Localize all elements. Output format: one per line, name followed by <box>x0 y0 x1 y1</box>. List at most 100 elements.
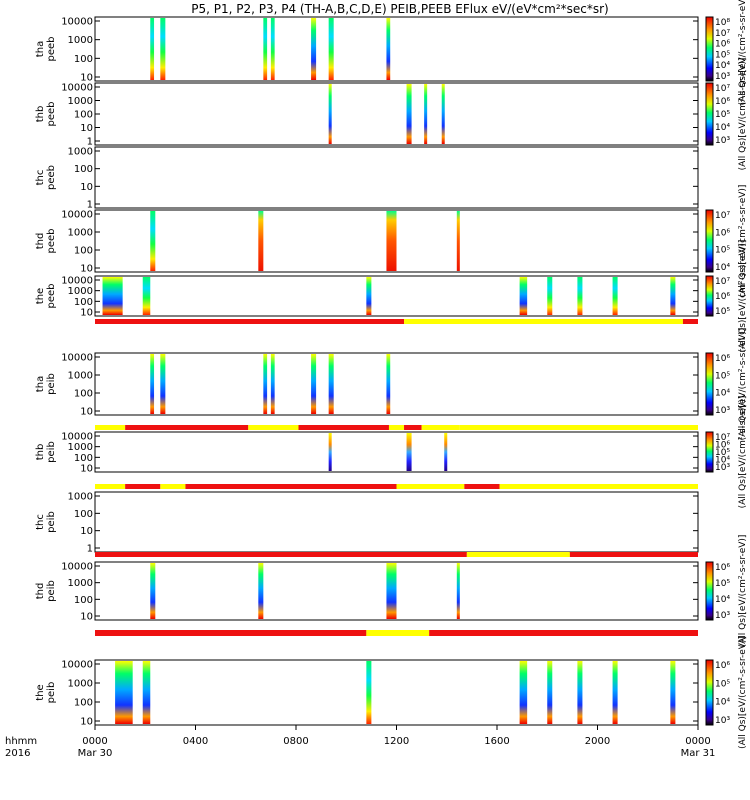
y-axis-label: thb <box>35 106 46 123</box>
colorbar-tick-label: 10⁵ <box>715 110 730 120</box>
flag-segment <box>466 552 570 557</box>
flag-segment <box>404 319 683 324</box>
data-burst <box>311 18 317 80</box>
y-tick-label: 10 <box>80 182 93 193</box>
flag-segment <box>125 425 249 430</box>
y-tick-label: 1000 <box>68 679 93 690</box>
flag-segment <box>396 484 465 489</box>
flag-segment <box>421 425 460 430</box>
colorbar-label: (All Qs)[eV/(cm²-s-sr-eV)] <box>738 535 748 648</box>
data-burst <box>424 84 428 144</box>
y-tick-label: 10000 <box>61 432 93 443</box>
panel-frame <box>94 352 699 416</box>
y-tick-label: 1000 <box>68 442 93 453</box>
colorbar-tick-label: 10⁴ <box>715 698 730 708</box>
colorbar: 10⁶ 10⁵ 10⁴ 10³ (All Qs)[eV/(cm²-s-sr-eV)] <box>705 636 748 749</box>
colorbar-label: (All Qs)[eV/(cm²-s-sr-eV)] <box>738 328 748 441</box>
data-burst <box>328 433 332 471</box>
y-axis-label: thb <box>35 444 46 461</box>
colorbar-label: (All Qs)[eV/(cm²-s-sr-eV)] <box>738 185 748 298</box>
data-burst <box>456 211 460 271</box>
panel-thc-peib: 1000 100 10 1 thc peib <box>35 491 699 555</box>
flag-segment <box>464 484 500 489</box>
y-tick-label: 1 <box>87 200 93 211</box>
y-tick-label: 100 <box>74 509 93 520</box>
flag-bar <box>95 630 698 636</box>
y-axis-label: peib <box>46 373 57 395</box>
y-tick-label: 100 <box>74 389 93 400</box>
x-tick-label: 0000 <box>685 736 710 747</box>
y-axis-label: peib <box>46 441 57 463</box>
colorbar-label: (All Qs)[eV/(cm²-s-sr-eV)] <box>738 240 748 353</box>
y-axis-label: peeb <box>46 102 57 127</box>
panel-frame <box>94 209 699 273</box>
colorbar-label: (All Qs)[eV/(cm²-s-sr-eV)] <box>738 0 748 105</box>
colorbar-tick-label: 10⁶ <box>715 563 730 573</box>
data-burst <box>547 661 553 724</box>
colorbar-tick-label: 10⁴ <box>715 456 730 466</box>
colorbar-tick-label: 10⁷ <box>715 29 730 39</box>
colorbar-scale <box>705 561 714 621</box>
x-tick-date-label: Mar 30 <box>78 748 113 759</box>
data-burst <box>258 211 264 271</box>
y-tick-label: 10 <box>80 73 93 84</box>
flag-segment <box>95 319 405 324</box>
panel-thc-peeb: 1000 100 10 1 thc peeb <box>35 146 699 211</box>
y-tick-label: 10000 <box>61 276 93 287</box>
flag-segment <box>429 630 698 636</box>
data-burst <box>386 354 391 414</box>
y-axis-label: peib <box>46 580 57 602</box>
colorbar-tick-label: 10⁶ <box>715 441 730 451</box>
flag-segment <box>388 425 405 430</box>
data-burst <box>612 277 618 315</box>
x-tick-date-label: Mar 31 <box>681 748 716 759</box>
y-tick-label: 10000 <box>61 17 93 28</box>
y-tick-label: 10000 <box>61 562 93 573</box>
flag-bar <box>95 425 698 430</box>
data-burst <box>270 354 275 414</box>
y-axis-label: peeb <box>46 165 57 190</box>
x-tick-label: 1200 <box>384 736 409 747</box>
colorbar-tick-label: 10⁶ <box>715 354 730 364</box>
y-axis-label: thc <box>35 514 46 530</box>
data-burst <box>150 563 156 619</box>
colorbar-tick-label: 10⁵ <box>715 679 730 689</box>
x-tick-label: 0800 <box>283 736 308 747</box>
data-burst <box>263 18 268 80</box>
data-burst <box>263 354 268 414</box>
colorbar-tick-label: 10³ <box>715 406 730 416</box>
y-tick-label: 100 <box>74 110 93 121</box>
data-burst <box>142 277 151 315</box>
y-axis-label: peib <box>46 511 57 533</box>
y-tick-label: 1000 <box>68 96 93 107</box>
flag-segment <box>404 425 422 430</box>
panel-tha-peib: 10000 1000 100 10 tha peib 10⁶ 10⁵ 10⁴ 10³ (All Qs… <box>35 328 748 441</box>
colorbar-tick-label: 10⁵ <box>715 50 730 60</box>
y-axis-label: tha <box>35 41 46 57</box>
data-burst <box>670 661 676 724</box>
y-tick-label: 1000 <box>68 371 93 382</box>
colorbar-tick-label: 10⁴ <box>715 123 730 133</box>
colorbar-tick-label: 10³ <box>715 463 730 473</box>
data-burst <box>328 84 332 144</box>
data-burst <box>519 277 528 315</box>
y-axis-label: thd <box>35 583 46 600</box>
y-axis-label: the <box>35 684 46 700</box>
colorbar-tick-label: 10⁵ <box>715 448 730 458</box>
colorbar-tick-label: 10³ <box>715 72 730 82</box>
flag-bar <box>95 319 698 324</box>
flag-segment <box>298 425 389 430</box>
y-tick-label: 10000 <box>61 210 93 221</box>
data-burst <box>456 563 460 619</box>
colorbar-tick-label: 10⁷ <box>715 277 730 287</box>
flag-segment <box>366 630 430 636</box>
y-axis-label: peeb <box>46 37 57 62</box>
data-burst <box>406 84 412 144</box>
x-tick-label: 1600 <box>484 736 509 747</box>
colorbar-tick-label: 10⁶ <box>715 661 730 671</box>
colorbar-tick-label: 10⁷ <box>715 211 730 221</box>
colorbar-scale <box>705 352 714 416</box>
